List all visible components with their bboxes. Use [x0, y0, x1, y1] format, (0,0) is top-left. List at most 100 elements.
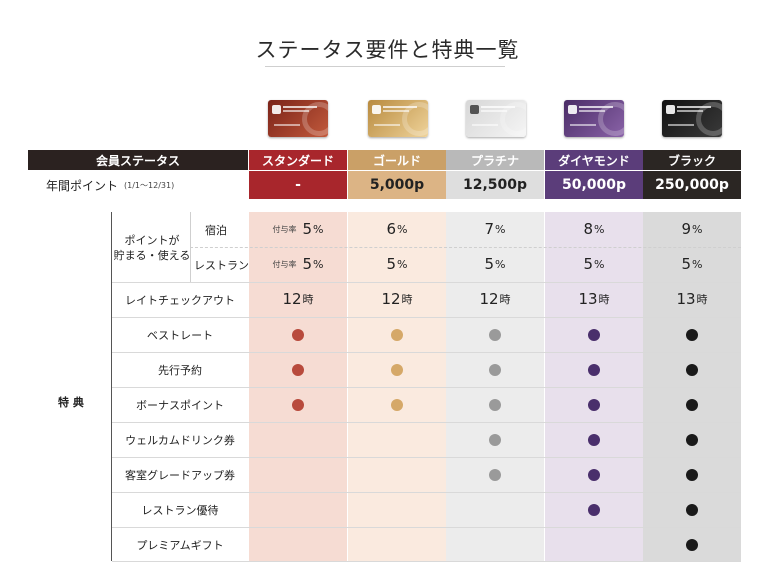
points-rate-cell: 7%: [446, 212, 544, 246]
card-logo-icon: [568, 105, 577, 114]
benefit-available-dot-icon: [489, 398, 501, 411]
card-detail: [677, 106, 711, 108]
annual-points-black: 250,000p: [643, 171, 741, 199]
membership-card-platinum: [466, 100, 526, 137]
rate-value: 5: [681, 255, 692, 273]
points-group-label: ポイントが 貯まる・使える: [110, 228, 194, 268]
benefit-label: プレミアムギフト: [136, 538, 224, 552]
annual-points-value: 250,000p: [655, 177, 729, 193]
card-detail: [579, 110, 605, 112]
rate-value: 5: [302, 220, 313, 238]
membership-card-gold: [368, 100, 428, 137]
tier-header-platinum: プラチナ: [446, 150, 544, 170]
benefit-available-dot-icon: [686, 363, 698, 376]
card-detail: [579, 106, 613, 108]
row-divider: [112, 561, 741, 562]
benefits-bracket-line: [111, 212, 112, 561]
card-detail: [383, 110, 409, 112]
membership-card-diamond: [564, 100, 624, 137]
tier-header-standard: スタンダード: [249, 150, 347, 170]
card-detail: [481, 110, 507, 112]
card-detail: [696, 102, 722, 136]
tier-column-bg-platinum: [446, 212, 544, 561]
row-divider: [112, 422, 741, 423]
rate-unit: %: [397, 257, 408, 271]
row-divider-dashed: [190, 247, 741, 248]
points-rate-cell: 6%: [348, 212, 446, 246]
points-group-divider: [190, 212, 191, 282]
benefit-available-dot-icon: [292, 363, 304, 376]
benefit-available-dot-icon: [686, 468, 698, 481]
tier-column-bg-standard: [249, 212, 347, 561]
benefit-available-dot-icon: [489, 363, 501, 376]
benefit-available-dot-icon: [391, 328, 403, 341]
member-status-header-bg: [28, 150, 248, 170]
annual-points-label: 年間ポイント (1/1〜12/31): [46, 171, 174, 199]
benefit-label: レストラン優待: [141, 503, 219, 517]
rate-unit: %: [495, 257, 506, 271]
rate-prefix: 付与率: [272, 224, 297, 234]
card-detail: [302, 102, 328, 136]
rate-unit: %: [397, 222, 408, 236]
card-detail: [500, 102, 526, 136]
rate-unit: %: [692, 257, 703, 271]
points-rate-cell: 9%: [643, 212, 741, 246]
late-checkout-cell: 13 時: [643, 282, 741, 316]
late-checkout-cell: 12 時: [348, 282, 446, 316]
points-row-label: 宿泊: [205, 223, 227, 237]
annual-points-value: 12,500p: [462, 177, 528, 193]
tier-header-label: ダイヤモンド: [558, 153, 630, 168]
points-rate-cell: 5%: [643, 247, 741, 281]
annual-points-platinum: 12,500p: [446, 171, 544, 199]
card-detail: [283, 106, 317, 108]
points-rate-cell: 5%: [545, 247, 643, 281]
card-detail: [677, 110, 703, 112]
card-detail: [283, 110, 309, 112]
rate-value: 5: [583, 255, 594, 273]
card-logo-icon: [272, 105, 281, 114]
benefit-available-dot-icon: [588, 433, 600, 446]
card-detail: [274, 124, 300, 126]
tier-header-label: プラチナ: [470, 153, 519, 168]
late-checkout-cell: 12 時: [249, 282, 347, 316]
annual-points-value: 5,000p: [369, 177, 425, 193]
benefit-available-dot-icon: [588, 468, 600, 481]
rate-value: 5: [386, 255, 397, 273]
tier-column-bg-gold: [348, 212, 446, 561]
points-rate-cell: 5%: [348, 247, 446, 281]
card-detail: [402, 102, 428, 136]
rate-value: 6: [386, 220, 397, 238]
annual-points-value: -: [295, 177, 301, 193]
card-detail: [383, 106, 417, 108]
rate-unit: %: [313, 257, 324, 271]
late-checkout-value: 12: [479, 290, 499, 308]
row-divider: [112, 457, 741, 458]
late-checkout-unit: 時: [598, 293, 610, 306]
member-status-header: 会員ステータス: [28, 150, 248, 170]
benefit-available-dot-icon: [292, 398, 304, 411]
rate-unit: %: [594, 257, 605, 271]
points-row-label: レストラン: [194, 258, 249, 272]
tier-column-bg-diamond: [545, 212, 643, 561]
late-checkout-unit: 時: [302, 293, 314, 306]
rate-value: 9: [681, 220, 692, 238]
benefits-section-label: 特 典: [58, 396, 84, 409]
row-divider: [112, 282, 741, 283]
benefit-available-dot-icon: [489, 468, 501, 481]
benefit-available-dot-icon: [489, 433, 501, 446]
tier-header-gold: ゴールド: [348, 150, 446, 170]
rate-value: 5: [484, 255, 495, 273]
tier-header-black: ブラック: [643, 150, 741, 170]
membership-card-standard: [268, 100, 328, 137]
benefit-label: ベストレート: [146, 328, 214, 342]
late-checkout-value: 13: [578, 290, 598, 308]
benefit-available-dot-icon: [588, 363, 600, 376]
tier-header-label: ゴールド: [372, 153, 421, 168]
late-checkout-value: 12: [381, 290, 401, 308]
benefit-label: 先行予約: [158, 363, 202, 377]
points-rate-cell: 付与率 5%: [249, 247, 347, 281]
late-checkout-value: 12: [282, 290, 302, 308]
late-checkout-cell: 13 時: [545, 282, 643, 316]
benefit-label: ウェルカムドリンク券: [125, 433, 235, 447]
card-logo-icon: [470, 105, 479, 114]
